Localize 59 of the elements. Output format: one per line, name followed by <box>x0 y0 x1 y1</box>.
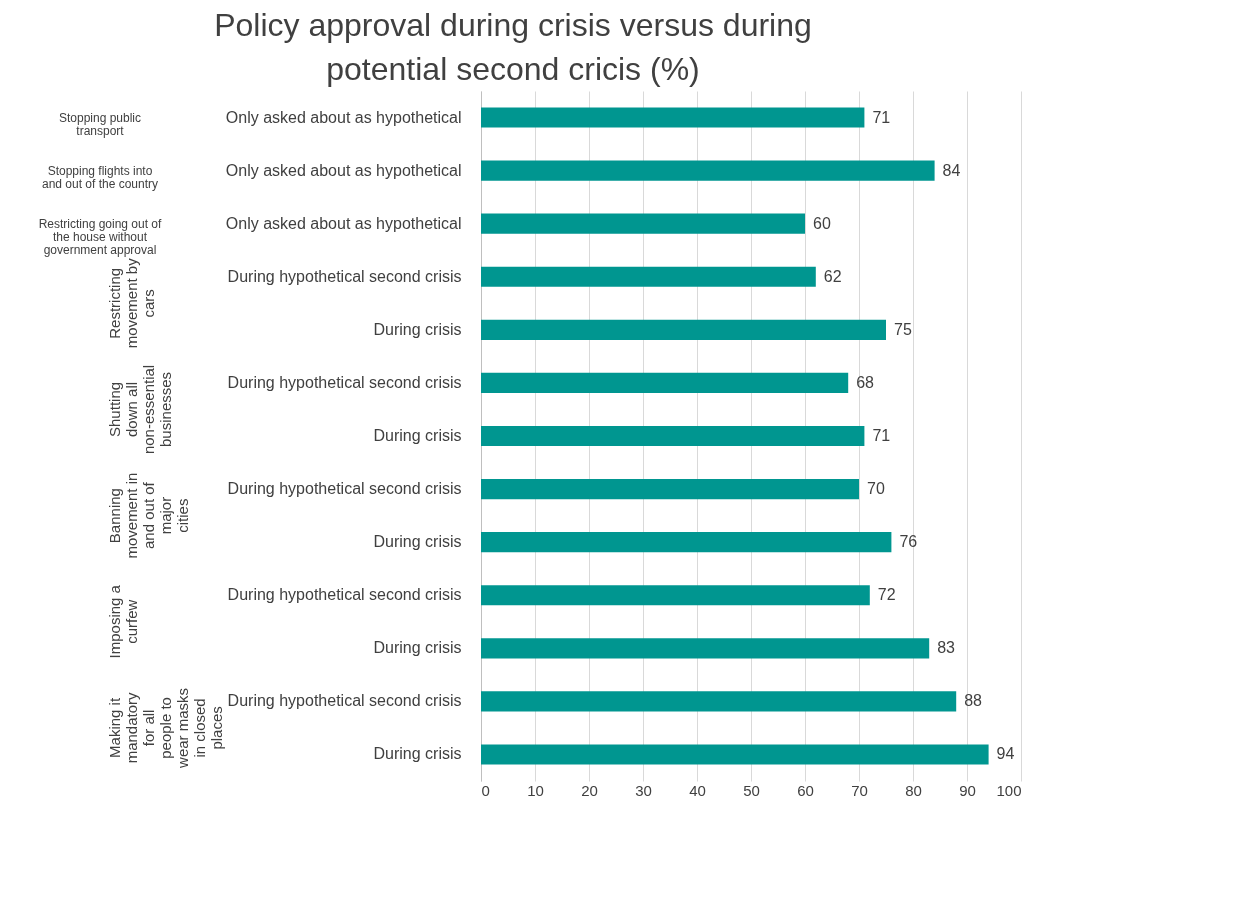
text: Imposing a curfew <box>106 584 140 659</box>
x-tick-label: 40 <box>689 781 706 799</box>
bar <box>481 478 859 500</box>
bar <box>481 107 865 128</box>
data-label: 70 <box>867 480 885 498</box>
y-tick-label: Only asked about as hypothetical <box>225 161 462 179</box>
x-tick-label: 10 <box>527 781 544 799</box>
bar <box>481 532 892 553</box>
x-tick-label: 80 <box>905 781 922 799</box>
x-tick-label: 100 <box>996 781 1022 799</box>
data-label: 75 <box>894 320 912 338</box>
y-tick-label: During hypothetical second crisis <box>227 373 462 391</box>
y-tick-label: Only asked about as hypothetical <box>225 108 462 126</box>
data-label: 88 <box>964 692 983 710</box>
y-tick-label: During crisis <box>373 745 462 763</box>
data-label: 76 <box>899 533 918 551</box>
bar <box>481 638 930 659</box>
data-label: 62 <box>823 267 842 285</box>
data-label: 84 <box>942 161 961 179</box>
y-tick-label: During hypothetical second crisis <box>227 692 462 710</box>
data-label: 94 <box>996 745 1015 763</box>
x-tick-label: 90 <box>959 781 976 799</box>
bar <box>481 266 816 287</box>
x-tick-label: 0 <box>481 781 490 799</box>
bar <box>481 319 886 340</box>
chart-title: Policy approval during crisis versus during potential second cricis (%) <box>214 7 812 87</box>
text: Shutting down all non-essential businesses <box>106 364 174 455</box>
y-tick-label: Only asked about as hypothetical <box>225 214 462 232</box>
bar <box>481 160 935 181</box>
data-label: 71 <box>872 108 891 126</box>
bar <box>481 372 849 394</box>
bar <box>481 425 865 447</box>
x-tick-label: 70 <box>851 781 868 799</box>
y-tick-label: During crisis <box>373 320 462 338</box>
y-tick-label: During hypothetical second crisis <box>227 586 462 604</box>
bar <box>481 744 989 765</box>
text: Stopping public transport <box>58 110 142 138</box>
bar <box>481 585 870 606</box>
text: Restricting going out of the house without government approval <box>38 216 163 257</box>
data-label: 68 <box>856 373 875 391</box>
text: Restricting movement by cars <box>106 257 157 349</box>
y-tick-label: During crisis <box>373 533 462 551</box>
data-label: 60 <box>813 214 831 232</box>
x-tick-label: 50 <box>743 781 760 799</box>
bar <box>481 691 957 712</box>
data-label: 72 <box>877 586 896 604</box>
text: Banning movement in and out of major cities <box>106 472 191 559</box>
data-label: 71 <box>872 427 891 444</box>
y-tick-label: During hypothetical second crisis <box>227 267 462 285</box>
text: Stopping flights into and out of the country <box>41 163 159 191</box>
y-tick-label: During crisis <box>373 427 462 444</box>
y-tick-label: During crisis <box>373 639 462 657</box>
x-tick-label: 20 <box>581 781 598 799</box>
x-tick-label: 30 <box>635 781 652 799</box>
bar <box>481 213 805 234</box>
text: Making it mandatory for all people to wear masks in closed places <box>106 687 225 769</box>
x-tick-label: 60 <box>797 781 814 799</box>
data-label: 83 <box>937 639 956 657</box>
y-tick-label: During hypothetical second crisis <box>227 480 462 498</box>
